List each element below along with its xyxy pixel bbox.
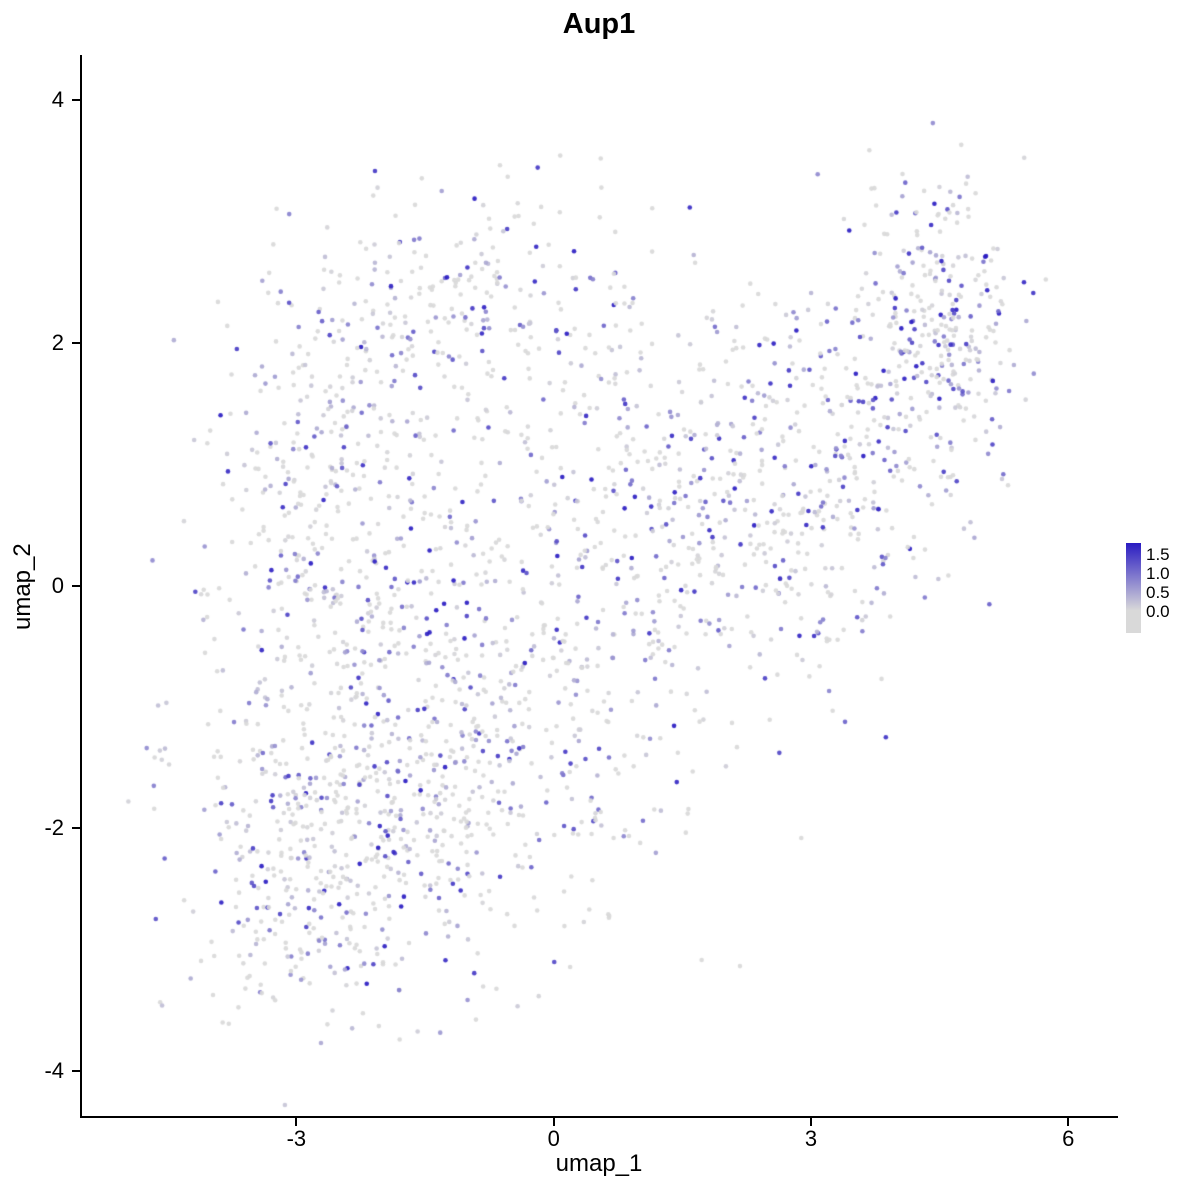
- x-axis-label: umap_1: [555, 1150, 643, 1177]
- x-tick-label: 3: [804, 1126, 818, 1151]
- legend-tick-label: 0.5: [1146, 582, 1170, 602]
- y-tick-mark: [72, 341, 80, 344]
- y-tick-mark: [72, 1070, 80, 1073]
- y-tick-label: 0: [51, 572, 64, 598]
- y-tick-label: 2: [51, 329, 64, 355]
- legend-gradient-bar: [1126, 543, 1141, 633]
- plot-area: [80, 55, 1118, 1118]
- legend-tick-label: 1.0: [1146, 564, 1170, 583]
- scatter-points-canvas: [82, 55, 1118, 1116]
- x-tick-mark: [1067, 1118, 1070, 1126]
- x-tick-label: 6: [1062, 1126, 1075, 1151]
- x-tick-mark: [552, 1118, 555, 1126]
- x-tick-mark: [295, 1118, 298, 1126]
- y-tick-label: 4: [51, 86, 64, 112]
- y-tick-mark: [72, 584, 80, 587]
- x-tick-label: 0: [547, 1126, 560, 1151]
- y-tick-label: -4: [44, 1058, 64, 1084]
- color-legend: 1.5 1.0 0.5 0.0: [1126, 543, 1196, 643]
- legend-tick-label: 0.0: [1146, 601, 1170, 621]
- legend-tick-label: 1.5: [1146, 545, 1170, 565]
- x-tick-mark: [809, 1118, 812, 1126]
- plot-title: Aup1: [562, 8, 636, 40]
- x-tick-label: -3: [286, 1126, 307, 1151]
- y-tick-mark: [72, 98, 80, 101]
- y-tick-mark: [72, 827, 80, 830]
- y-tick-label: -2: [44, 815, 64, 841]
